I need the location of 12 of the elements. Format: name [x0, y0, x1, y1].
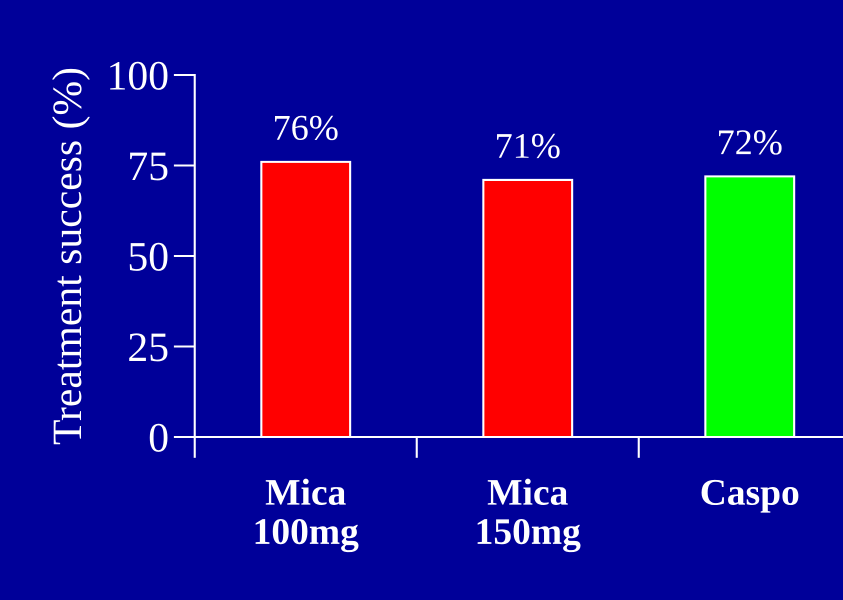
x-tick-label: Mica 100mg — [256, 478, 358, 552]
data-label: 72% — [719, 130, 782, 155]
y-tick-label: 0 — [150, 424, 168, 452]
y-tick-label: 100 — [110, 62, 168, 90]
x-tick-label: Caspo — [702, 480, 798, 513]
y-tick-label: 25 — [129, 333, 168, 362]
data-label: 71% — [497, 134, 560, 158]
y-axis-title: Treatment success (%) — [52, 68, 90, 444]
y-tick-label: 75 — [130, 152, 168, 180]
y-tick-label: 50 — [130, 242, 168, 271]
x-tick-label: Mica 150mg — [478, 478, 581, 552]
data-label: 76% — [275, 116, 338, 140]
